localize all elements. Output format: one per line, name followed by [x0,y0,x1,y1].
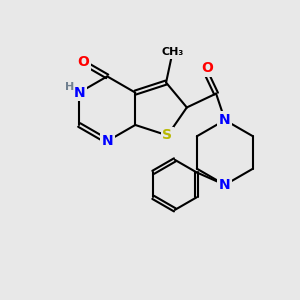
Text: H: H [65,82,74,92]
Text: N: N [101,134,113,148]
Text: CH₃: CH₃ [162,47,184,57]
Text: N: N [219,178,231,192]
Text: S: S [163,128,172,142]
Text: N: N [219,113,231,127]
Text: O: O [77,56,89,69]
Text: N: N [74,85,85,100]
Text: O: O [201,61,213,75]
